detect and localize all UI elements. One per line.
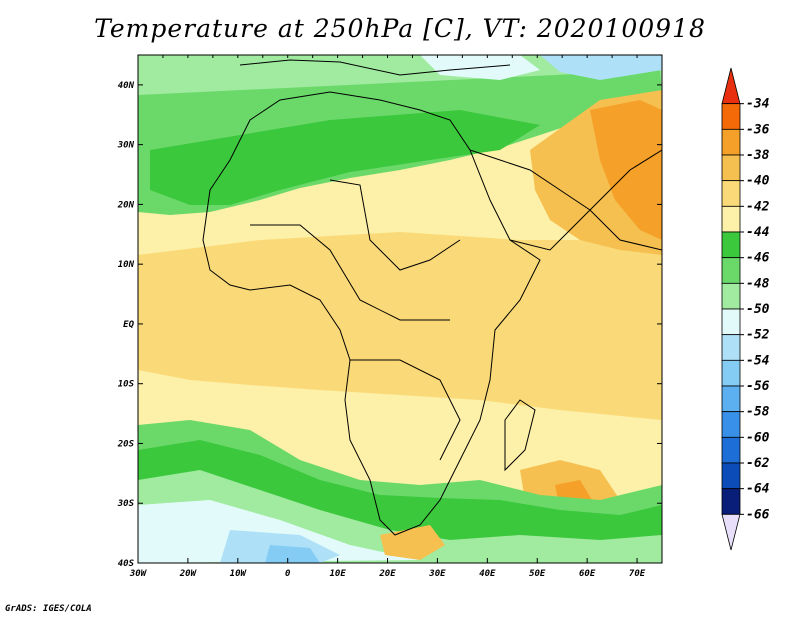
- colorbar-label: -38: [746, 148, 770, 163]
- colorbar-segment: [721, 154, 741, 182]
- colorbar-segment: [721, 488, 741, 515]
- colorbar-label: -36: [746, 122, 770, 137]
- colorbar-segment: [721, 411, 741, 438]
- colorbar-segment: [721, 385, 741, 413]
- lon-tick-label: 40E: [479, 569, 496, 579]
- colorbar-segment: [721, 257, 741, 284]
- colorbar-label: -42: [746, 199, 770, 214]
- lat-tick-label: 40S: [118, 559, 135, 569]
- lat-tick-label: 20N: [117, 200, 135, 210]
- map-frame: [137, 54, 663, 564]
- lat-tick-label: 10S: [118, 380, 135, 390]
- colorbar-top-triangle: [721, 67, 741, 105]
- colorbar-label: -34: [746, 97, 770, 112]
- colorbar-label: -44: [746, 225, 770, 240]
- temperature-field: [138, 55, 662, 563]
- lat-tick-label: 30N: [117, 141, 135, 151]
- longitude-axis: 30W 20W 10W 0 10E 20E 30E 40E 50E 60E 70E: [129, 55, 663, 579]
- lon-tick-label: 60E: [579, 569, 596, 579]
- colorbar-segment: [721, 103, 741, 130]
- colorbar-label: -48: [746, 276, 770, 291]
- latitude-axis: 40N 30N 20N 10N EQ 10S 20S 30S 40S: [117, 81, 662, 569]
- lon-tick-label: 20W: [179, 569, 198, 579]
- colorbar-label: -64: [746, 482, 770, 497]
- colorbar-segment: [721, 334, 741, 361]
- lon-tick-label: 30W: [129, 569, 148, 579]
- colorbar-label: -54: [746, 353, 770, 368]
- colorbar-segment: [721, 205, 741, 233]
- colorbar-label: -46: [746, 251, 770, 266]
- lat-tick-label: 40N: [118, 81, 135, 91]
- colorbar-label: -50: [746, 302, 770, 317]
- lon-tick-label: 20E: [378, 569, 396, 579]
- lat-tick-label: EQ: [123, 320, 134, 330]
- lon-tick-label: 10W: [230, 569, 248, 579]
- colorbar-label: -66: [746, 507, 770, 522]
- colorbar-segment: [721, 436, 741, 464]
- colorbar-label: -60: [746, 430, 770, 445]
- colorbar-label: -58: [746, 405, 770, 420]
- colorbar-segment: [721, 180, 741, 207]
- colorbar-segment: [721, 231, 741, 259]
- colorbar-bottom-triangle: [721, 513, 741, 551]
- colorbar-label: -56: [746, 379, 770, 394]
- grads-credit: GrADS: IGES/COLA: [5, 604, 92, 614]
- colorbar-segment: [721, 282, 741, 310]
- colorbar-segment: [721, 462, 741, 490]
- colorbar-segment: [721, 359, 741, 387]
- colorbar-segment: [721, 308, 741, 336]
- colorbar-label: -40: [746, 174, 770, 189]
- colorbar-label: -52: [746, 328, 770, 343]
- lat-tick-label: 30S: [117, 499, 135, 509]
- lon-tick-label: 50E: [529, 569, 546, 579]
- lat-tick-label: 20S: [117, 439, 135, 449]
- lon-tick-label: 30E: [428, 569, 446, 579]
- lon-tick-label: 70E: [629, 569, 646, 579]
- lon-tick-label: 0: [285, 569, 291, 579]
- colorbar-label: -62: [746, 456, 770, 471]
- map-title: Temperature at 250hPa [C], VT: 202010091…: [94, 14, 706, 43]
- country-borders: [202, 59, 662, 536]
- lon-tick-label: 10E: [329, 569, 346, 579]
- colorbar-segment: [721, 128, 741, 156]
- lat-tick-label: 10N: [118, 260, 135, 270]
- colorbar: -34 -36 -38 -40 -42 -44 -46 -48 -50 -52 -54 -56 -58 -…: [721, 67, 770, 551]
